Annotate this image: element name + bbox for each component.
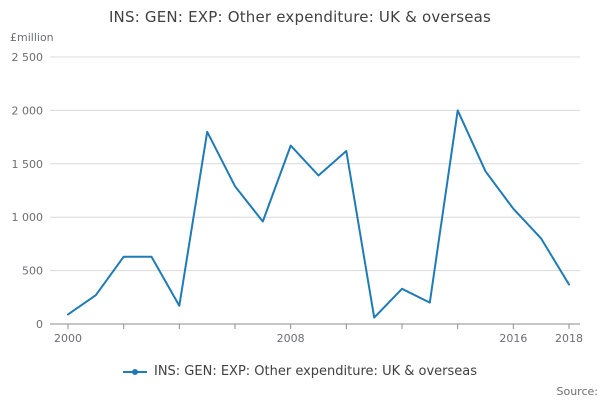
chart-legend: INS: GEN: EXP: Other expenditure: UK & o… — [0, 364, 600, 379]
y-tick-label: 1 500 — [12, 158, 44, 171]
y-tick-label: 1 000 — [12, 211, 44, 224]
source-label: Source: — [556, 385, 599, 398]
y-tick-label: 2 000 — [12, 104, 44, 117]
x-tick-label: 2008 — [277, 332, 305, 345]
x-tick-label: 2016 — [499, 332, 527, 345]
y-tick-label: 2 500 — [12, 51, 44, 64]
y-tick-label: 0 — [36, 318, 43, 331]
y-tick-label: 500 — [22, 265, 43, 278]
legend-line-marker-icon — [122, 368, 147, 375]
x-tick-label: 2000 — [54, 332, 82, 345]
chart-title: INS: GEN: EXP: Other expenditure: UK & o… — [108, 8, 492, 26]
y-axis-unit-label: £million — [10, 31, 54, 44]
data-series-line — [67, 109, 570, 319]
x-tick-label: 2018 — [555, 332, 583, 345]
legend-series-label: INS: GEN: EXP: Other expenditure: UK & o… — [153, 364, 478, 379]
